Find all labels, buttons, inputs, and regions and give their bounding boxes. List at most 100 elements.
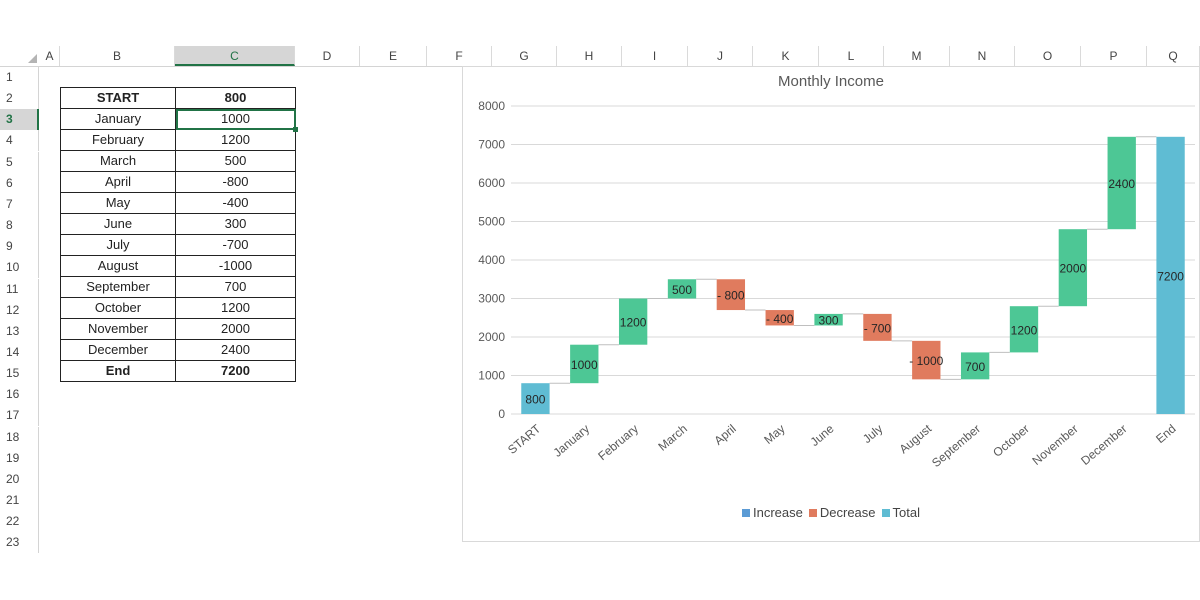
row-header-13[interactable]: 13: [0, 320, 39, 342]
column-header-o[interactable]: O: [1015, 46, 1081, 66]
cell-label[interactable]: December: [60, 339, 176, 361]
x-category-label: End: [1153, 422, 1178, 446]
column-header-e[interactable]: E: [360, 46, 427, 66]
row-header-8[interactable]: 8: [0, 215, 39, 237]
cell-value[interactable]: 700: [175, 276, 296, 298]
column-header-d[interactable]: D: [295, 46, 360, 66]
active-cell[interactable]: 1000: [175, 108, 299, 133]
row-header-18[interactable]: 18: [0, 426, 39, 448]
bar-may: [765, 310, 794, 326]
x-category-label: March: [655, 422, 690, 454]
legend-swatch: [742, 509, 750, 517]
table-row: April -800: [60, 171, 296, 193]
data-table: START 800 January 1000 February 1200 March 500 A…: [60, 87, 299, 382]
cell-value[interactable]: 1200: [175, 129, 296, 151]
cell-label[interactable]: May: [60, 192, 176, 214]
cell-value[interactable]: 2400: [175, 339, 296, 361]
column-header-k[interactable]: K: [753, 46, 819, 66]
row-header-15[interactable]: 15: [0, 363, 39, 385]
row-header-14[interactable]: 14: [0, 341, 39, 363]
bar-start: [521, 383, 550, 414]
column-header-l[interactable]: L: [819, 46, 884, 66]
cell-value[interactable]: -800: [175, 171, 296, 193]
row-header-21[interactable]: 21: [0, 490, 39, 511]
row-header-11[interactable]: 11: [0, 278, 39, 300]
data-label: 1200: [620, 316, 647, 330]
x-category-label: October: [990, 422, 1032, 460]
bar-september: [960, 352, 990, 380]
row-header-23[interactable]: 23: [0, 532, 39, 554]
column-header-a[interactable]: A: [40, 46, 60, 66]
table-row: July -700: [60, 234, 296, 256]
y-tick-label: 0: [498, 407, 505, 421]
bar-november: [1058, 229, 1088, 307]
column-header-n[interactable]: N: [950, 46, 1015, 66]
legend-swatch: [808, 509, 817, 517]
x-category-label: January: [551, 422, 593, 460]
cell-label[interactable]: START: [60, 87, 176, 109]
data-label: 700: [965, 360, 985, 374]
cell-label[interactable]: February: [60, 129, 176, 151]
column-header-m[interactable]: M: [884, 46, 950, 66]
table-row: February 1200: [60, 129, 296, 151]
row-header-12[interactable]: 12: [0, 299, 39, 321]
column-header-i[interactable]: I: [622, 46, 688, 66]
cell-value[interactable]: 800: [175, 87, 296, 109]
legend-item-total[interactable]: Total: [881, 505, 920, 520]
cell-value[interactable]: 2000: [175, 318, 296, 340]
data-label: - 1000: [909, 354, 943, 368]
cell-value[interactable]: 300: [175, 213, 296, 235]
column-header-c[interactable]: C: [175, 46, 295, 66]
row-header-5[interactable]: 5: [0, 151, 39, 173]
row-header-9[interactable]: 9: [0, 236, 39, 258]
column-header-j[interactable]: J: [688, 46, 753, 66]
row-header-19[interactable]: 19: [0, 447, 39, 469]
column-header-g[interactable]: G: [492, 46, 557, 66]
column-header-b[interactable]: B: [60, 46, 175, 66]
cell-label[interactable]: January: [60, 108, 176, 130]
legend-item-increase[interactable]: Increase: [742, 505, 803, 520]
row-header-22[interactable]: 22: [0, 511, 39, 533]
row-header-6[interactable]: 6: [0, 172, 39, 194]
data-label: 1000: [571, 358, 598, 372]
cell-label[interactable]: June: [60, 213, 176, 235]
data-label: - 800: [717, 289, 745, 303]
row-header-16[interactable]: 16: [0, 384, 39, 406]
chart-plot: 0 1000 2000 3000 4000 5000 6000 7000 8000 800 STAR…: [478, 99, 1195, 470]
column-header-f[interactable]: F: [427, 46, 492, 66]
bar-august: [912, 340, 941, 380]
bar-end: [1156, 136, 1185, 415]
cell-label[interactable]: September: [60, 276, 176, 298]
cell-value[interactable]: 500: [175, 150, 296, 172]
cell-value[interactable]: 1200: [175, 297, 296, 319]
column-header-p[interactable]: P: [1081, 46, 1147, 66]
row-header-10[interactable]: 10: [0, 257, 39, 279]
row-header-7[interactable]: 7: [0, 193, 39, 215]
row-header-3[interactable]: 3: [0, 109, 39, 131]
cell-label[interactable]: End: [60, 360, 176, 382]
row-header-2[interactable]: 2: [0, 88, 39, 110]
cell-label[interactable]: March: [60, 150, 176, 172]
chart-legend[interactable]: Increase Decrease Total: [463, 505, 1199, 520]
row-header-1[interactable]: 1: [0, 67, 39, 88]
cell-label[interactable]: November: [60, 318, 176, 340]
row-header-17[interactable]: 17: [0, 405, 39, 427]
cell-label[interactable]: October: [60, 297, 176, 319]
cell-value[interactable]: -400: [175, 192, 296, 214]
data-label: 300: [819, 314, 839, 328]
cell-label[interactable]: July: [60, 234, 176, 256]
column-header-q[interactable]: Q: [1147, 46, 1200, 66]
cell-value[interactable]: -700: [175, 234, 296, 256]
row-header-20[interactable]: 20: [0, 468, 39, 490]
select-all-corner[interactable]: [0, 46, 40, 66]
cell-value[interactable]: 7200: [175, 360, 296, 382]
chart-title: Monthly Income: [778, 73, 884, 90]
cell-label[interactable]: April: [60, 171, 176, 193]
column-header-h[interactable]: H: [557, 46, 622, 66]
legend-item-decrease[interactable]: Decrease: [808, 505, 876, 520]
cell-label[interactable]: August: [60, 255, 176, 277]
waterfall-chart[interactable]: Monthly Income 0 1000 2000 3000 4000 5000 6000…: [462, 66, 1200, 542]
cell-value[interactable]: -1000: [175, 255, 296, 277]
row-header-4[interactable]: 4: [0, 130, 39, 152]
